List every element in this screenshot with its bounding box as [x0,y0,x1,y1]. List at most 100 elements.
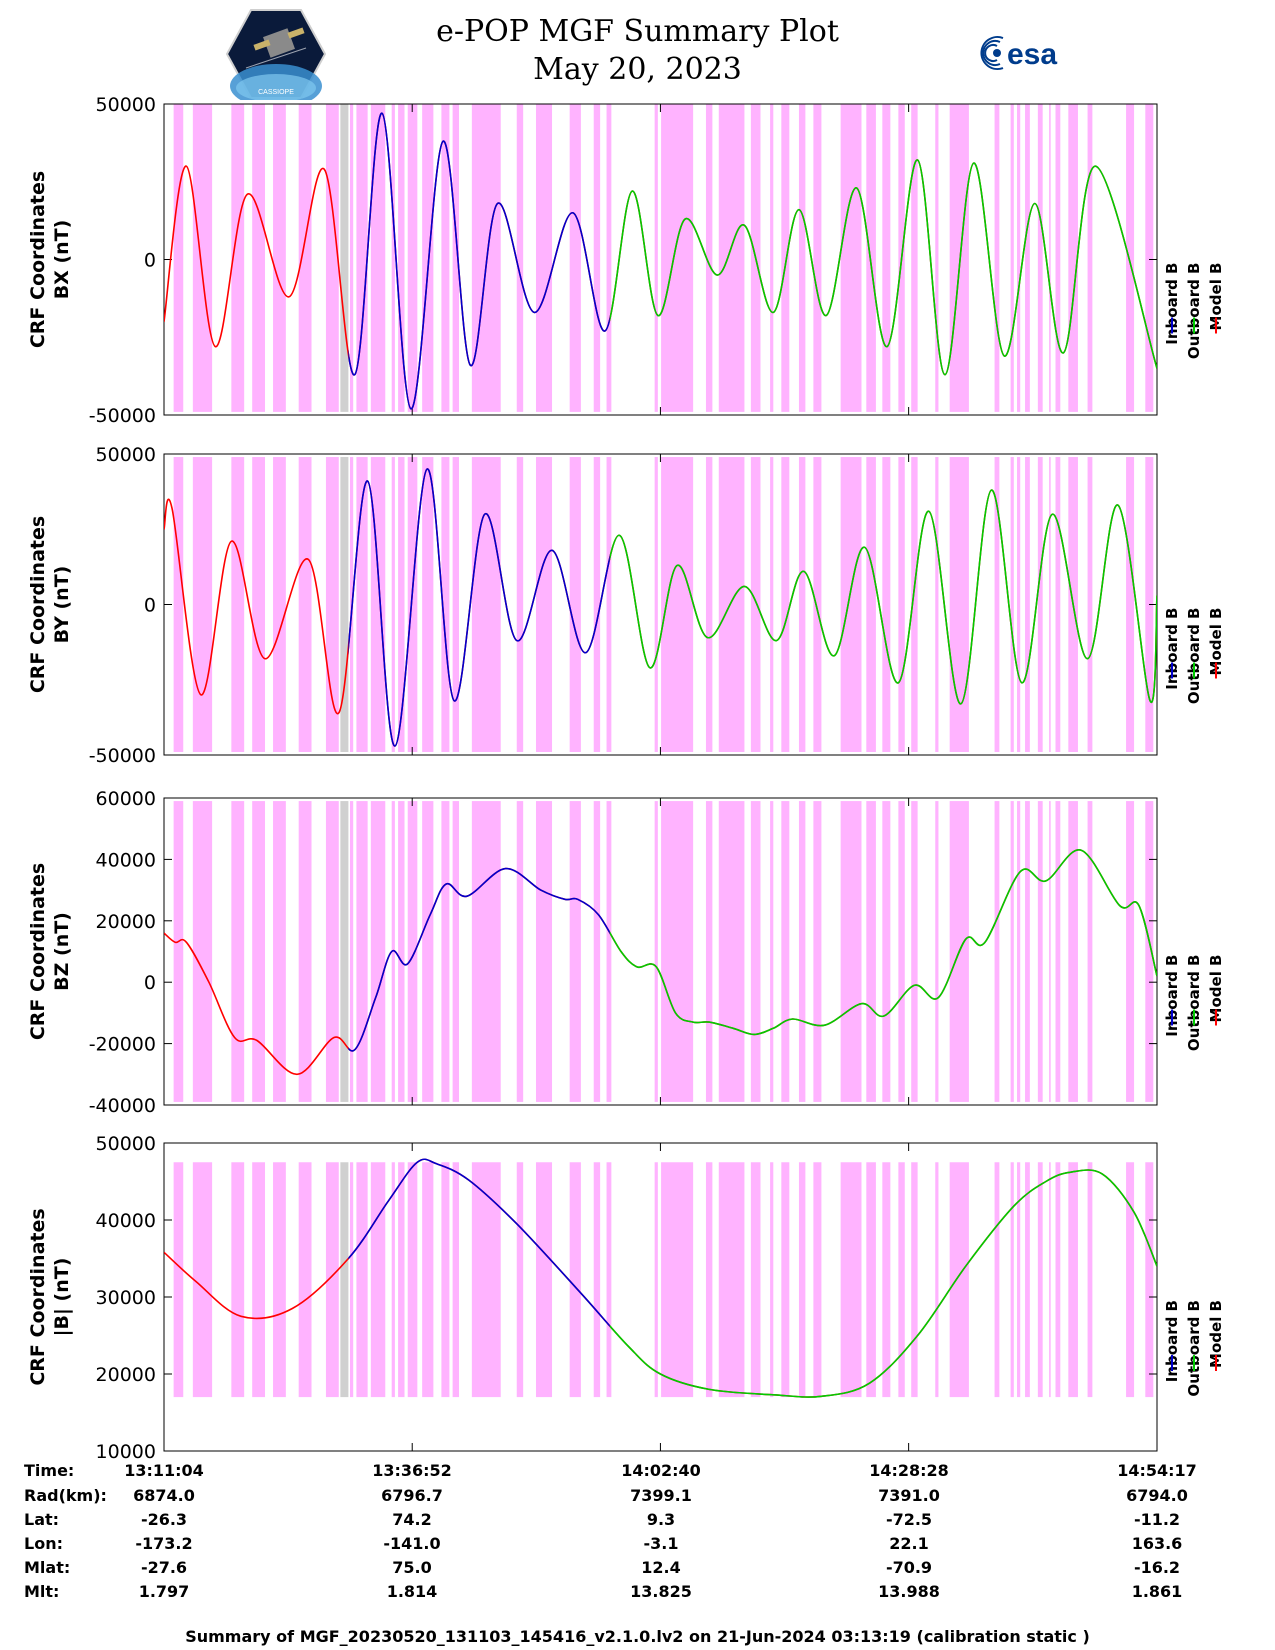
table-cell: 163.6 [1131,1534,1183,1553]
inboard-b-line [348,1158,610,1328]
table-cell: 75.0 [392,1558,432,1577]
y-tick-label: 10000 [96,1441,156,1463]
table-cell: -27.6 [140,1558,188,1577]
eclipse-band [1037,1162,1043,1398]
legend-label: Inboard B [1163,1300,1181,1382]
eclipse-band [606,104,612,412]
table-cell: 7391.0 [878,1486,940,1505]
y-tick-label: -40000 [89,1095,156,1117]
eclipse-band [1049,104,1051,412]
eclipse-band [452,801,460,1102]
eclipse-band [1087,801,1093,1102]
table-cell: 7399.1 [630,1486,692,1505]
eclipse-band [192,801,213,1102]
eclipse-band [471,1162,501,1398]
table-cell: -70.9 [885,1558,933,1577]
eclipse-band [606,801,612,1102]
eclipse-band [349,104,354,412]
eclipse-band [866,457,876,752]
eclipse-band [911,457,918,752]
eclipse-band [192,457,213,752]
eclipse-band [407,1162,418,1398]
table-cell: 13:36:52 [372,1461,452,1480]
esa-logo-text: esa [1007,38,1057,71]
outboard-group [609,849,1157,1036]
table-cell: 13.988 [878,1582,940,1601]
panel-3: -40000 -20000 0 20000 40000 60000 CRF Coordina… [27,788,1225,1117]
eclipse-band [1145,801,1154,1102]
eclipse-band [535,457,553,752]
y-axis-unit: BY (nT) [51,566,73,644]
eclipse-band [606,1162,612,1398]
eclipse-band [422,104,434,412]
eclipse-band [813,457,822,752]
y-tick-label: 50000 [96,1133,156,1155]
eclipse-band [898,457,905,752]
eclipse-band [1017,1162,1021,1398]
plot-date: May 20, 2023 [533,52,742,87]
eclipse-band [1068,801,1078,1102]
outboard-b-line [609,159,1157,376]
table-row-label: Lon: [24,1534,63,1553]
eclipse-band [1010,801,1014,1102]
eclipse-band [898,801,905,1102]
table-cell: 1.797 [138,1582,190,1601]
eclipse-band [994,104,1000,412]
eclipse-band [1037,801,1043,1102]
eclipse-band [356,104,368,412]
eclipse-band [1087,457,1093,752]
table-cell: 1.861 [1131,1582,1183,1601]
eclipse-band [516,801,524,1102]
panel-2: -50000 0 50000 CRF Coordinates BY (nT) Inboar… [27,444,1225,767]
eclipse-band [935,457,939,752]
eclipse-band [356,801,368,1102]
y-axis-title: CRF Coordinates [27,516,49,693]
eclipse-band [798,457,806,752]
eclipse-band [1055,457,1061,752]
eclipse-band [606,457,612,752]
eclipse-band [718,1162,745,1398]
y-axis-title: CRF Coordinates [27,171,49,348]
y-tick-label: 50000 [96,94,156,116]
legend-label: Model B [1207,263,1225,331]
eclipse-band [1025,457,1030,752]
eclipse-band [1126,104,1135,412]
eclipse-band [471,801,501,1102]
eclipse-band [516,104,524,412]
cassiope-logo: CASSIOPE [226,9,326,100]
plot-title: e-POP MGF Summary Plot [436,14,839,49]
eclipse-band [516,1162,524,1398]
y-axis-unit: BX (nT) [51,220,73,300]
eclipse-band [882,104,891,412]
eclipse-band [866,1162,876,1398]
y-tick-label: -20000 [89,1034,156,1056]
table-row-label: Rad(km): [24,1486,107,1505]
table-cell: 14:02:40 [621,1461,701,1480]
eclipse-band [898,1162,905,1398]
eclipse-band [391,104,395,412]
eclipse-band [452,1162,460,1398]
eclipse-band [654,457,658,752]
eclipse-band [661,104,694,412]
table-cell: 1.814 [386,1582,438,1601]
eclipse-band [1049,801,1051,1102]
table-row-label: Lat: [24,1510,60,1529]
y-tick-label: 20000 [96,1364,156,1386]
eclipse-band [661,1162,694,1398]
eclipse-band [1010,457,1014,752]
panel-1: -50000 0 50000 CRF Coordinates BX (nT) Inboar… [27,94,1225,427]
eclipse-band [1017,457,1021,752]
outboard-group [609,489,1157,705]
panel-4: 10000 20000 30000 40000 50000 CRF Coordinates… [27,1133,1225,1463]
eclipse-band [231,457,245,752]
eclipse-band [770,801,774,1102]
eclipse-band [1087,1162,1093,1398]
cassiope-logo-text: CASSIOPE [258,89,294,96]
table-cell: 14:54:17 [1117,1461,1197,1480]
y-axis-title: CRF Coordinates [27,863,49,1040]
table-cell: -72.5 [885,1510,933,1529]
table-cell: 6794.0 [1126,1486,1188,1505]
eclipse-band [231,1162,245,1398]
eclipse-band [516,457,524,752]
